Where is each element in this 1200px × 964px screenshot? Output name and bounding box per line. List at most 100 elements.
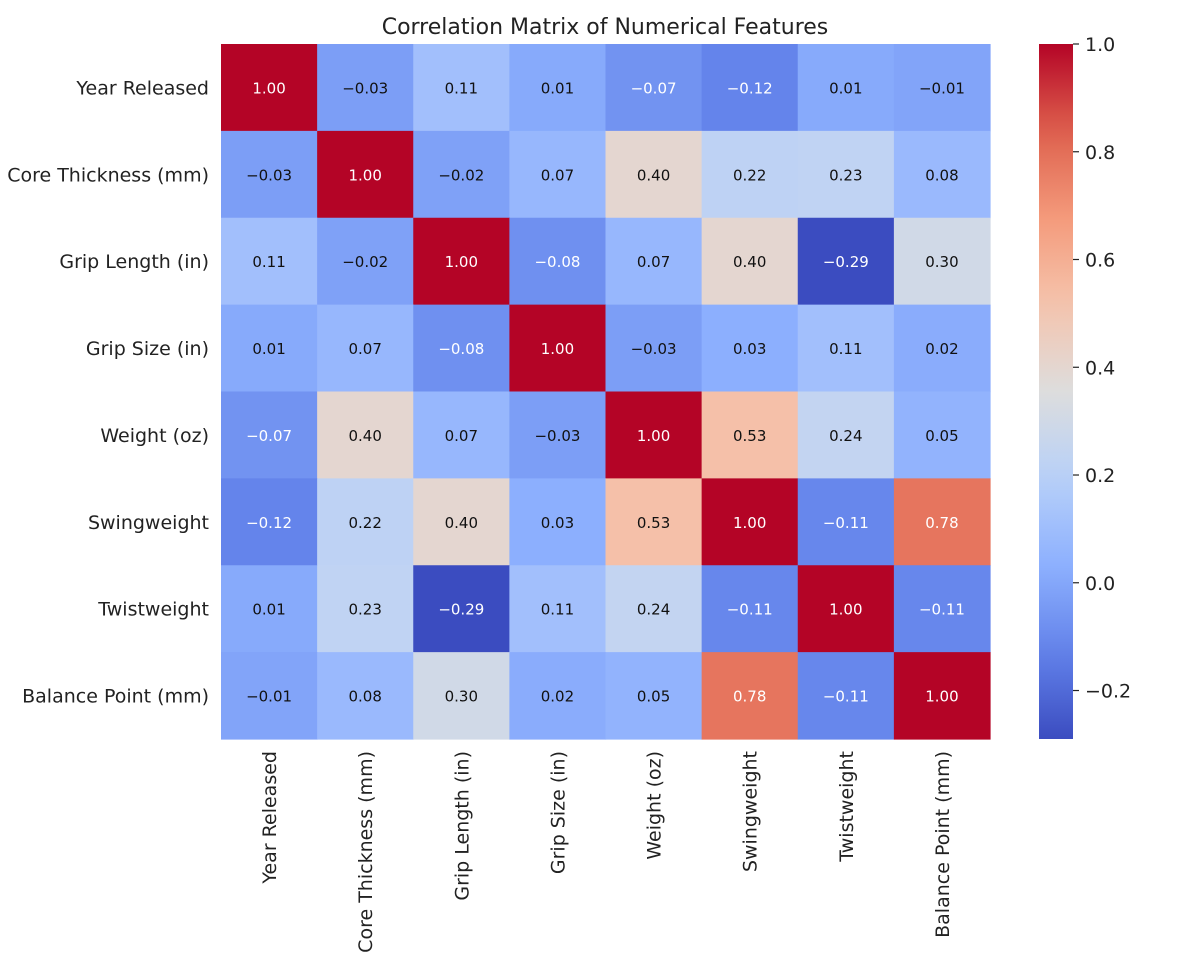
heatmap-cell-r6-c7: [893, 565, 991, 653]
heatmap-cell-r6-c1: [317, 565, 414, 653]
cell-value-label-r2-c1: −0.02: [342, 253, 388, 271]
heatmap-cell-r6-c5: [701, 565, 799, 653]
heatmap-cell-r5-c5: [701, 478, 799, 566]
col-label-balance-point-mm: Balance Point (mm): [932, 751, 954, 938]
heatmap-cell-r7-c3: [509, 652, 607, 740]
colorbar-tick-label-4: 0.2: [1085, 465, 1115, 487]
cell-value-label-r3-c2: −0.08: [438, 340, 484, 358]
cell-value-label-r0-c1: −0.03: [342, 79, 388, 97]
cell-value-label-r0-c3: 0.01: [541, 79, 574, 97]
cell-value-label-r7-c6: −0.11: [823, 688, 869, 706]
row-label-year-released: Year Released: [75, 77, 209, 99]
heatmap-cell-r6-c6: [797, 565, 895, 653]
heatmap-cell-r5-c4: [605, 478, 703, 566]
cell-value-label-r3-c3: 1.00: [541, 340, 574, 358]
heatmap-cell-r0-c1: [317, 44, 414, 132]
cell-value-label-r2-c5: 0.40: [733, 253, 766, 271]
heatmap-cell-r6-c2: [413, 565, 510, 653]
heatmap-cell-r7-c2: [413, 652, 510, 740]
heatmap-cell-r7-c7: [893, 652, 991, 740]
heatmap-cell-r4-c6: [797, 391, 895, 479]
cell-value-label-r1-c3: 0.07: [541, 166, 574, 184]
row-label-balance-point-mm: Balance Point (mm): [22, 686, 209, 708]
cell-value-label-r0-c2: 0.11: [445, 79, 478, 97]
heatmap-cell-r2-c3: [509, 217, 607, 306]
heatmap-cell-r3-c4: [605, 304, 703, 393]
colorbar-tick-label-1: 0.8: [1085, 142, 1115, 164]
cell-value-label-r4-c7: 0.05: [925, 427, 958, 445]
cell-value-label-r4-c4: 1.00: [637, 427, 670, 445]
cell-value-label-r2-c6: −0.29: [823, 253, 869, 271]
cell-value-label-r6-c4: 0.24: [637, 601, 670, 619]
cell-value-label-r5-c0: −0.12: [246, 514, 292, 532]
cell-value-label-r5-c1: 0.22: [348, 514, 381, 532]
cell-value-label-r3-c7: 0.02: [925, 340, 958, 358]
colorbar-tick-label-0: 1.0: [1085, 34, 1115, 56]
colorbar-tick-label-3: 0.4: [1085, 357, 1115, 379]
heatmap-cell-r0-c5: [701, 44, 799, 132]
cell-value-label-r1-c7: 0.08: [925, 166, 958, 184]
cell-value-label-r7-c7: 1.00: [925, 688, 958, 706]
heatmap-cell-r1-c5: [701, 130, 799, 219]
heatmap-cell-r5-c2: [413, 478, 510, 566]
heatmap-cell-r2-c0: [221, 217, 318, 306]
heatmap-cell-r4-c2: [413, 391, 510, 479]
cell-value-label-r0-c7: −0.01: [919, 79, 965, 97]
heatmap-cell-r0-c3: [509, 44, 607, 132]
heatmap-cell-r4-c0: [221, 391, 318, 479]
heatmap-cell-r6-c4: [605, 565, 703, 653]
col-label-swingweight: Swingweight: [740, 751, 762, 872]
cell-value-label-r3-c5: 0.03: [733, 340, 766, 358]
heatmap-cell-r4-c7: [893, 391, 991, 479]
cell-value-label-r3-c6: 0.11: [829, 340, 862, 358]
col-label-grip-length-in: Grip Length (in): [451, 751, 473, 901]
cell-value-label-r7-c5: 0.78: [733, 688, 766, 706]
heatmap-cell-r3-c6: [797, 304, 895, 393]
cell-value-label-r7-c2: 0.30: [445, 688, 478, 706]
cell-value-label-r2-c0: 0.11: [252, 253, 285, 271]
col-label-grip-size-in: Grip Size (in): [547, 751, 569, 874]
heatmap-cell-r4-c1: [317, 391, 414, 479]
cell-value-label-r4-c3: −0.03: [534, 427, 580, 445]
row-label-grip-length-in: Grip Length (in): [59, 251, 209, 273]
heatmap-cell-r0-c7: [893, 44, 991, 132]
cell-value-label-r4-c6: 0.24: [829, 427, 862, 445]
heatmap-cell-r7-c6: [797, 652, 895, 740]
heatmap-cell-r2-c1: [317, 217, 414, 306]
row-label-core-thickness-mm: Core Thickness (mm): [7, 164, 209, 186]
heatmap-cell-r3-c3: [509, 304, 607, 393]
cell-value-label-r5-c5: 1.00: [733, 514, 766, 532]
cell-value-label-r1-c5: 0.22: [733, 166, 766, 184]
heatmap-cell-r0-c4: [605, 44, 703, 132]
cell-value-label-r5-c7: 0.78: [925, 514, 958, 532]
cell-value-label-r2-c4: 0.07: [637, 253, 670, 271]
colorbar: [1039, 44, 1073, 739]
heatmap-cell-r7-c4: [605, 652, 703, 740]
heatmap-cell-r2-c6: [797, 217, 895, 306]
heatmap-cell-r0-c2: [413, 44, 510, 132]
heatmap-cell-r7-c5: [701, 652, 799, 740]
heatmap-cell-r7-c1: [317, 652, 414, 740]
cell-value-label-r0-c0: 1.00: [252, 79, 285, 97]
cell-value-label-r5-c6: −0.11: [823, 514, 869, 532]
cell-value-label-r6-c1: 0.23: [348, 601, 381, 619]
row-label-weight-oz: Weight (oz): [100, 425, 209, 447]
col-label-weight-oz: Weight (oz): [644, 751, 666, 860]
heatmap-cell-r5-c7: [893, 478, 991, 566]
colorbar-tick-label-6: −0.2: [1085, 681, 1131, 703]
cell-value-label-r7-c4: 0.05: [637, 688, 670, 706]
cell-value-label-r7-c0: −0.01: [246, 688, 292, 706]
heatmap-cell-r0-c0: [221, 44, 318, 132]
cell-value-label-r6-c3: 0.11: [541, 601, 574, 619]
heatmap-cell-r1-c6: [797, 130, 895, 219]
heatmap-cell-r5-c3: [509, 478, 607, 566]
row-label-swingweight: Swingweight: [88, 512, 209, 534]
cell-value-label-r5-c4: 0.53: [637, 514, 670, 532]
cell-value-label-r1-c0: −0.03: [246, 166, 292, 184]
col-label-core-thickness-mm: Core Thickness (mm): [355, 751, 377, 953]
colorbar-tick-label-5: 0.0: [1085, 573, 1115, 595]
heatmap-cell-r1-c3: [509, 130, 607, 219]
cell-value-label-r5-c3: 0.03: [541, 514, 574, 532]
